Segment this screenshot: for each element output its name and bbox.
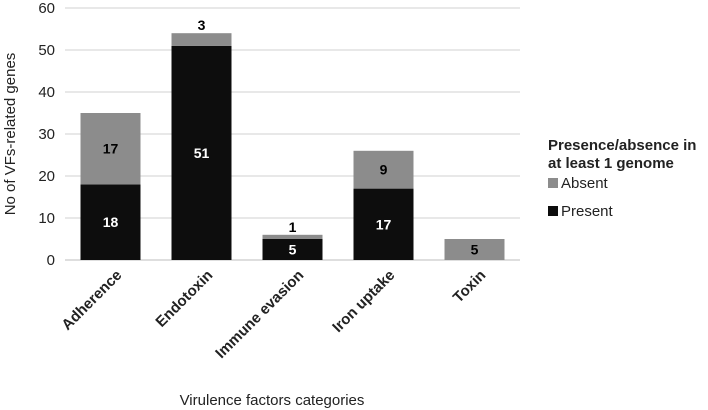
bar-absent-endotoxin [171, 33, 232, 46]
data-label: 9 [380, 162, 388, 178]
legend-label-present: Present [561, 203, 614, 220]
y-tick-label: 50 [38, 42, 55, 59]
legend-title-line-1: Presence/absence in [548, 137, 696, 154]
data-label: 17 [376, 216, 392, 232]
bars [80, 33, 505, 260]
bar-absent-toxin [444, 239, 505, 260]
legend-swatch-present [548, 206, 558, 216]
y-tick-label: 30 [38, 126, 55, 143]
y-tick-label: 60 [38, 0, 55, 17]
bar-present-iron-uptake [353, 188, 414, 260]
bar-present-immune-evasion [262, 239, 323, 260]
legend-swatch-absent [548, 178, 558, 188]
data-label: 18 [103, 214, 119, 230]
bar-absent-adherence [80, 113, 141, 185]
data-label: 5 [471, 242, 479, 258]
y-tick-label: 10 [38, 210, 55, 227]
bar-absent-immune-evasion [262, 234, 323, 239]
bar-absent-iron-uptake [353, 150, 414, 189]
data-label: 1 [289, 219, 297, 235]
legend: Presence/absence in at least 1 genome Ab… [548, 137, 696, 220]
x-tick-label: Endotoxin [152, 267, 216, 331]
y-tick-label: 0 [47, 252, 55, 269]
bar-present-adherence [80, 184, 141, 260]
data-label: 17 [103, 141, 119, 157]
x-tick-label: Immune evasion [212, 267, 307, 362]
x-axis-title: Virulence factors categories [180, 392, 365, 409]
y-axis-title: No of VFs-related genes [2, 53, 19, 216]
data-label: 51 [194, 145, 210, 161]
y-tick-label: 20 [38, 168, 55, 185]
y-tick-label: 40 [38, 84, 55, 101]
data-label: 5 [289, 242, 297, 258]
x-tick-label: Adherence [58, 267, 125, 334]
x-tick-label: Toxin [450, 267, 490, 307]
gridlines [65, 7, 520, 261]
bar-present-endotoxin [171, 45, 232, 260]
data-label: 3 [198, 17, 206, 33]
legend-title-line-2: at least 1 genome [548, 155, 674, 172]
x-tick-label: Iron uptake [329, 267, 398, 336]
y-axis-ticks: 0 10 20 30 40 50 60 [38, 0, 55, 269]
legend-label-absent: Absent [561, 175, 609, 192]
